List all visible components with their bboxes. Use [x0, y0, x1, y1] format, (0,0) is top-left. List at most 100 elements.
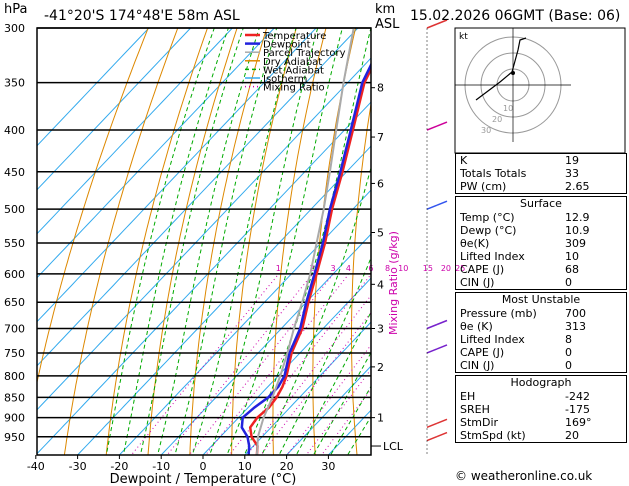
indices-value: 2.65 — [565, 180, 590, 193]
hodograph-ring-label: 20 — [492, 115, 502, 124]
km-tick-label: 7 — [377, 131, 384, 144]
temperature-tick-label: -20 — [110, 460, 128, 473]
dry-adiabat-line — [272, 28, 327, 455]
hodograph-ring-label: 10 — [503, 104, 513, 113]
hodograph-section-label: EH — [460, 390, 476, 403]
indices-value: 19 — [565, 154, 579, 167]
isotherm-line — [37, 28, 234, 235]
sounding-series — [240, 28, 371, 455]
indices-label: K — [460, 154, 468, 167]
hodograph-section-value: -242 — [565, 390, 590, 403]
dry-adiabat-line — [425, 4, 448, 473]
mixing-ratio-label: 1 — [276, 264, 281, 273]
asl-label: ASL — [375, 17, 400, 32]
hodograph-ring-label: 30 — [481, 126, 491, 135]
most-unstable-section-title: Most Unstable — [501, 293, 581, 306]
wet-adiabat-line — [191, 28, 297, 455]
axes: -40 -30 -20 -10 0 10 20 30 Dewpoint / Temperatur… — [27, 82, 404, 486]
pressure-tick-label: 800 — [4, 370, 25, 383]
wind-barb — [426, 435, 438, 442]
wind-barb — [426, 323, 438, 330]
most-unstable-section-row: Lifted Index 8 — [456, 333, 626, 346]
mixing-ratio-line — [246, 294, 371, 455]
indices-row: K 19 — [456, 154, 626, 167]
wind-barb-shaft — [436, 121, 448, 127]
wet-adiabat-line — [174, 28, 278, 455]
wind-barb-shaft — [436, 418, 448, 425]
hodograph-section-row: EH -242 — [456, 390, 626, 403]
most-unstable-section-row: θe (K) 313 — [456, 320, 626, 333]
most-unstable-section-label: θe (K) — [460, 320, 493, 333]
surface-section-label: Temp (°C) — [460, 211, 515, 224]
dry-adiabat-line — [37, 28, 149, 385]
surface-section-label: CIN (J) — [460, 276, 495, 289]
wet-adiabat-line — [209, 28, 319, 455]
most-unstable-section-label: CAPE (J) — [460, 346, 505, 359]
surface-section-row: CAPE (J) 68 — [456, 263, 626, 276]
dry-adiabat-line — [189, 28, 268, 455]
hodograph-section-row: StmSpd (kt) 20 — [456, 429, 626, 442]
km-tick-label: 4 — [377, 278, 384, 291]
most-unstable-section: Most Unstable Pressure (mb) 700 θe (K) 313 Li… — [455, 292, 627, 373]
wet-adiabat-line — [139, 28, 244, 455]
wet-adiabat-line — [243, 28, 371, 455]
isotherm-line — [327, 409, 371, 455]
km-tick-label: 3 — [377, 323, 384, 336]
temperature-tick-label: 0 — [200, 460, 207, 473]
km-label: km — [375, 2, 396, 17]
wind-barb-shaft — [436, 431, 448, 438]
hodograph-section-row: StmDir 169° — [456, 416, 626, 429]
isotherm-line — [37, 28, 150, 147]
indices-panel: K 19 Totals Totals 33 PW (cm) 2.65 Surface Temp… — [455, 153, 627, 445]
isotherm-line — [202, 277, 371, 455]
lcl-label: LCL — [383, 440, 404, 453]
pressure-tick-label: 750 — [4, 347, 25, 360]
mixing-ratio-label: 8 — [385, 264, 390, 273]
dry-adiabat-line — [63, 28, 179, 455]
isotherm-line — [37, 28, 275, 279]
mixing-ratio-label: 4 — [346, 264, 351, 273]
pressure-tick-label: 350 — [4, 77, 25, 90]
wet-adiabat-line — [226, 28, 343, 455]
temperature-tick-label: -30 — [69, 460, 87, 473]
storm-motion-marker — [511, 71, 515, 75]
surface-section-value: 68 — [565, 263, 579, 276]
wind-barb-shaft — [436, 319, 448, 326]
km-tick-label: 5 — [377, 227, 384, 240]
surface-section-value: 0 — [565, 276, 572, 289]
surface-section-row: Dewp (°C) 10.9 — [456, 224, 626, 237]
temperature-tick-label: 10 — [238, 460, 252, 473]
x-axis-label: Dewpoint / Temperature (°C) — [110, 472, 297, 486]
dry-adiabat-line — [147, 28, 238, 455]
wind-barb — [426, 422, 438, 429]
series-dewpoint — [240, 62, 371, 455]
most-unstable-section-row: Pressure (mb) 700 — [456, 307, 626, 320]
isotherm-line — [244, 321, 371, 455]
temperature-tick-label: -10 — [152, 460, 170, 473]
most-unstable-section-value: 0 — [565, 359, 572, 372]
surface-section-label: Dewp (°C) — [460, 224, 517, 237]
surface-section-row: Lifted Index 10 — [456, 250, 626, 263]
dry-adiabat-line — [105, 28, 209, 455]
pressure-tick-label: 600 — [4, 268, 25, 281]
mixing-ratio-line — [188, 273, 334, 455]
mixing-ratio-label: 25 — [455, 264, 465, 273]
wet-adiabat-line — [278, 256, 371, 455]
wind-barb — [426, 125, 438, 131]
mixing-ratio-line — [320, 388, 371, 455]
temperature-tick-label: 30 — [321, 460, 335, 473]
hodograph-unit: kt — [459, 32, 468, 42]
km-tick-label: 6 — [377, 177, 384, 190]
pressure-tick-label: 850 — [4, 391, 25, 404]
isotherm-line — [37, 28, 359, 367]
most-unstable-section-value: 700 — [565, 307, 586, 320]
legend-entry: Isotherm — [263, 74, 307, 85]
km-tick-label: 1 — [377, 412, 384, 425]
mixing-ratio-label: 10 — [398, 264, 408, 273]
hodograph-section-row: SREH -175 — [456, 403, 626, 416]
indices-label: Totals Totals — [460, 167, 527, 180]
legend-entry: Dry Adiabat — [263, 57, 322, 68]
most-unstable-section-row: CIN (J) 0 — [456, 359, 626, 372]
mixing-ratio-line — [305, 368, 371, 455]
